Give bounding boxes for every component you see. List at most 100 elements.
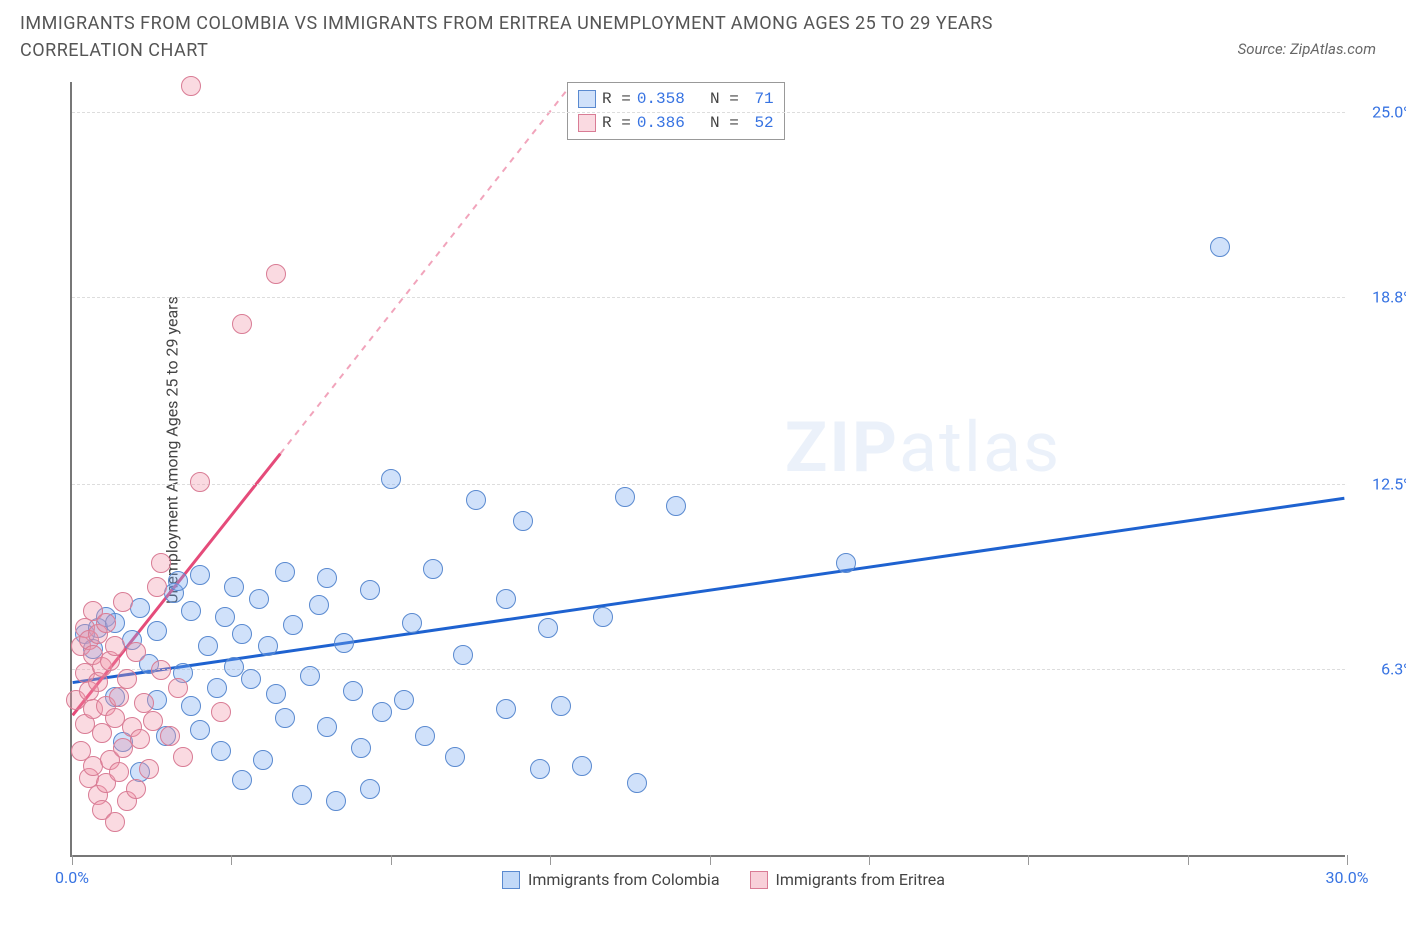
data-point bbox=[109, 687, 129, 707]
trend-line-extrapolated bbox=[280, 88, 568, 454]
legend-swatch bbox=[578, 90, 596, 108]
gridline bbox=[72, 112, 1345, 113]
data-point bbox=[130, 729, 150, 749]
series-legend: Immigrants from Colombia Immigrants from … bbox=[502, 870, 945, 889]
data-point bbox=[381, 469, 401, 489]
data-point bbox=[445, 747, 465, 767]
data-point bbox=[513, 511, 533, 531]
data-point bbox=[211, 741, 231, 761]
legend-swatch bbox=[578, 114, 596, 132]
legend-swatch bbox=[502, 871, 520, 889]
watermark: ZIPatlas bbox=[785, 407, 1061, 489]
data-point bbox=[253, 750, 273, 770]
data-point bbox=[466, 490, 486, 510]
x-tick bbox=[1188, 855, 1189, 865]
data-point bbox=[317, 717, 337, 737]
data-point bbox=[275, 708, 295, 728]
data-point bbox=[190, 472, 210, 492]
data-point bbox=[300, 666, 320, 686]
legend-r-value: 0.386 bbox=[637, 111, 685, 135]
data-point bbox=[181, 76, 201, 96]
data-point bbox=[207, 678, 227, 698]
y-tick-label: 18.8% bbox=[1355, 287, 1406, 306]
data-point bbox=[360, 580, 380, 600]
data-point bbox=[496, 589, 516, 609]
legend-label: Immigrants from Colombia bbox=[528, 870, 720, 889]
data-point bbox=[423, 559, 443, 579]
x-tick bbox=[1028, 855, 1029, 865]
data-point bbox=[147, 577, 167, 597]
x-tick bbox=[710, 855, 711, 865]
source-attribution: Source: ZipAtlas.com bbox=[1238, 40, 1376, 58]
data-point bbox=[190, 565, 210, 585]
legend-n-value: 71 bbox=[745, 87, 774, 111]
data-point bbox=[292, 785, 312, 805]
data-point bbox=[190, 720, 210, 740]
data-point bbox=[551, 696, 571, 716]
x-tick-label: 30.0% bbox=[1326, 868, 1369, 887]
x-tick bbox=[72, 855, 73, 865]
data-point bbox=[117, 669, 137, 689]
data-point bbox=[415, 726, 435, 746]
data-point bbox=[266, 264, 286, 284]
data-point bbox=[160, 726, 180, 746]
data-point bbox=[126, 779, 146, 799]
gridline bbox=[72, 484, 1345, 485]
data-point bbox=[130, 598, 150, 618]
data-point bbox=[360, 779, 380, 799]
data-point bbox=[530, 759, 550, 779]
data-point bbox=[198, 636, 218, 656]
data-point bbox=[372, 702, 392, 722]
trend-lines-layer bbox=[72, 82, 1345, 855]
data-point bbox=[181, 601, 201, 621]
data-point bbox=[109, 762, 129, 782]
data-point bbox=[326, 791, 346, 811]
data-point bbox=[105, 636, 125, 656]
x-tick bbox=[869, 855, 870, 865]
data-point bbox=[453, 645, 473, 665]
data-point bbox=[266, 684, 286, 704]
data-point bbox=[496, 699, 516, 719]
data-point bbox=[836, 553, 856, 573]
data-point bbox=[173, 747, 193, 767]
gridline bbox=[72, 297, 1345, 298]
data-point bbox=[241, 669, 261, 689]
chart-title: IMMIGRANTS FROM COLOMBIA VS IMMIGRANTS F… bbox=[20, 10, 1120, 64]
y-tick-label: 25.0% bbox=[1355, 102, 1406, 121]
legend-n-value: 52 bbox=[745, 111, 774, 135]
data-point bbox=[211, 702, 231, 722]
x-tick bbox=[550, 855, 551, 865]
data-point bbox=[258, 636, 278, 656]
data-point bbox=[139, 759, 159, 779]
data-point bbox=[113, 592, 133, 612]
legend-label: Immigrants from Eritrea bbox=[776, 870, 945, 889]
scatter-plot: ZIPatlas R = 0.358 N = 71R = 0.386 N = 5… bbox=[70, 82, 1345, 857]
data-point bbox=[572, 756, 592, 776]
data-point bbox=[351, 738, 371, 758]
data-point bbox=[181, 696, 201, 716]
x-tick bbox=[231, 855, 232, 865]
data-point bbox=[215, 607, 235, 627]
data-point bbox=[1210, 237, 1230, 257]
x-tick bbox=[391, 855, 392, 865]
gridline bbox=[72, 669, 1345, 670]
data-point bbox=[232, 770, 252, 790]
data-point bbox=[317, 568, 337, 588]
legend-row: R = 0.386 N = 52 bbox=[578, 111, 774, 135]
legend-swatch bbox=[750, 871, 768, 889]
data-point bbox=[168, 571, 188, 591]
x-tick bbox=[1347, 855, 1348, 865]
data-point bbox=[143, 711, 163, 731]
data-point bbox=[334, 633, 354, 653]
data-point bbox=[105, 812, 125, 832]
x-tick-label: 0.0% bbox=[55, 868, 89, 887]
data-point bbox=[593, 607, 613, 627]
legend-n-label: N = bbox=[691, 111, 739, 135]
data-point bbox=[627, 773, 647, 793]
data-point bbox=[615, 487, 635, 507]
data-point bbox=[151, 553, 171, 573]
data-point bbox=[402, 613, 422, 633]
data-point bbox=[147, 621, 167, 641]
data-point bbox=[232, 624, 252, 644]
data-point bbox=[232, 314, 252, 334]
